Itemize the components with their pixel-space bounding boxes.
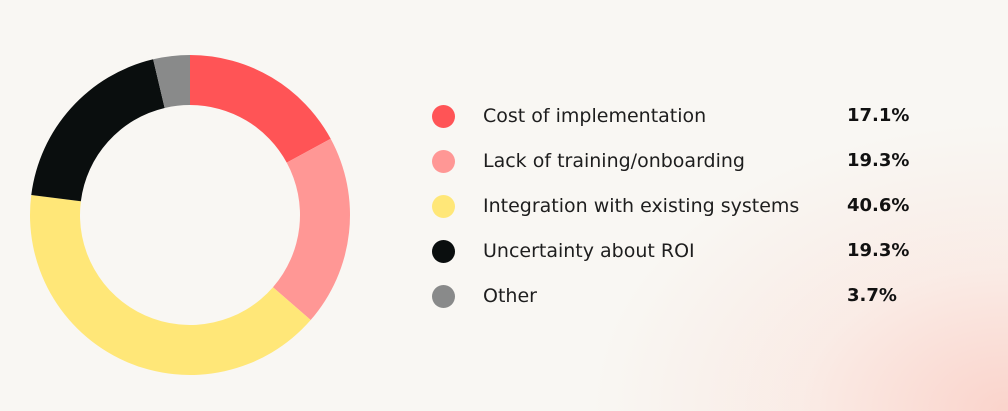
donut-slice-4 (31, 59, 165, 202)
legend-label: Cost of implementation (483, 105, 707, 127)
legend-value: 19.3% (847, 240, 910, 261)
legend-item: Uncertainty about ROI 19.3% (432, 229, 952, 274)
donut-chart (29, 55, 350, 375)
legend-item: Other 3.7% (432, 274, 952, 319)
legend-item: Lack of training/onboarding 19.3% (432, 139, 952, 184)
donut-slice-1 (190, 55, 331, 163)
legend-swatch (432, 240, 455, 263)
legend-label: Other (483, 285, 537, 307)
legend-value: 3.7% (847, 285, 897, 306)
legend-value: 40.6% (847, 195, 910, 216)
legend-label: Integration with existing systems (483, 195, 800, 217)
legend-swatch (432, 105, 455, 128)
donut-slice-5 (153, 55, 190, 108)
donut-slice-3 (29, 194, 311, 375)
legend-item: Integration with existing systems 40.6% (432, 184, 952, 229)
legend-item: Cost of implementation 17.1% (432, 94, 952, 139)
legend-swatch (432, 150, 455, 173)
legend-swatch (432, 195, 455, 218)
legend-label: Uncertainty about ROI (483, 240, 695, 262)
chart-legend: Cost of implementation 17.1% Lack of train… (432, 94, 952, 319)
legend-value: 17.1% (847, 105, 910, 126)
donut-slice-2 (272, 138, 350, 321)
legend-value: 19.3% (847, 150, 910, 171)
legend-label: Lack of training/onboarding (483, 150, 745, 172)
legend-swatch (432, 285, 455, 308)
